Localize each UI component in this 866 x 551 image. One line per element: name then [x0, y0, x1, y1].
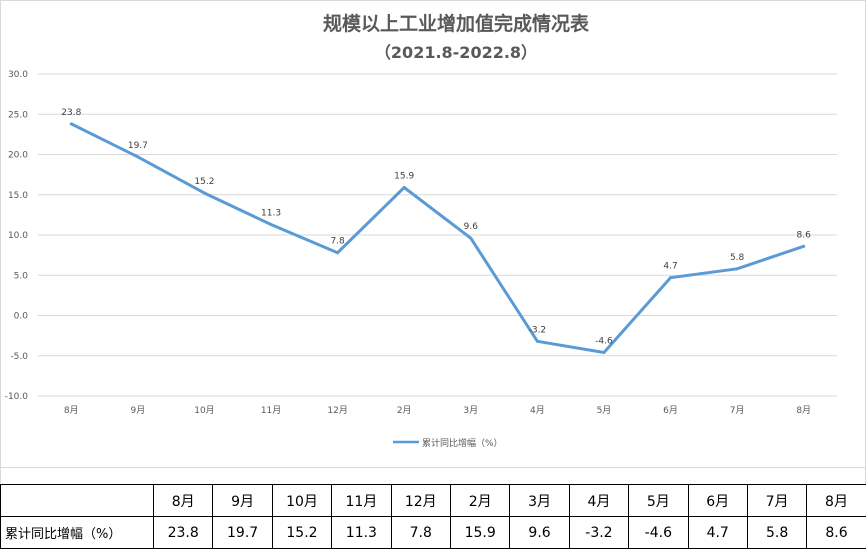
- data-point: [269, 223, 273, 227]
- x-tick-label: 4月: [530, 405, 545, 416]
- x-tick-label: 3月: [463, 405, 478, 416]
- table-cell: 8.6: [806, 516, 866, 549]
- chart-area: 规模以上工业增加值完成情况表 （2021.8-2022.8） 30.0 25.0 2…: [0, 0, 866, 468]
- data-point: [469, 236, 473, 240]
- data-label: 15.2: [194, 177, 214, 187]
- x-tick-label: 6月: [663, 405, 678, 416]
- data-label: 11.3: [261, 209, 281, 219]
- x-tick-label: 10月: [194, 405, 214, 416]
- legend-label: 累计同比增幅（%）: [422, 437, 503, 449]
- data-point: [136, 155, 140, 159]
- x-tick-label: 8月: [796, 405, 811, 416]
- x-tick-label: 11月: [261, 405, 281, 416]
- y-tick-label: -5.0: [10, 352, 28, 362]
- data-label: 19.7: [128, 141, 148, 151]
- table-cell: 11.3: [331, 516, 392, 549]
- table-header-cell: 10月: [271, 484, 333, 517]
- data-point: [336, 251, 340, 255]
- table-cell: 5.8: [746, 516, 808, 549]
- data-label: 9.6: [464, 222, 479, 232]
- table-cell: 15.2: [271, 516, 333, 549]
- table-row-header: 累计同比增幅（%）: [0, 516, 154, 549]
- table-header-cell: 11月: [331, 484, 392, 517]
- table-header-cell: 6月: [687, 484, 748, 517]
- y-tick-label: 5.0: [14, 271, 29, 281]
- table-header-cell: 5月: [628, 484, 689, 517]
- data-label: 5.8: [730, 253, 745, 263]
- y-tick-label: 30.0: [8, 70, 28, 80]
- table-header-cell: 8月: [152, 484, 214, 517]
- x-axis-ticks: 8月 9月 10月 11月 12月 2月 3月 4月 5月 6月 7月 8月: [64, 405, 811, 416]
- table-cell: 4.7: [687, 516, 748, 549]
- table-row: 累计同比增幅（%） 23.8 19.7 15.2 11.3 7.8 15.9 9.6 -3.2…: [0, 516, 866, 549]
- chart-title: 规模以上工业增加值完成情况表: [323, 12, 590, 35]
- table-header-cell: 7月: [746, 484, 808, 517]
- series-line-layer: [69, 122, 806, 355]
- table-cell: 23.8: [152, 516, 214, 549]
- x-tick-label: 9月: [131, 405, 146, 416]
- y-tick-label: -10.0: [5, 392, 29, 402]
- data-point: [402, 186, 406, 190]
- x-tick-label: 2月: [397, 405, 412, 416]
- data-point: [802, 244, 806, 248]
- x-tick-label: 5月: [597, 405, 612, 416]
- series-line: [70, 122, 805, 354]
- table-corner-cell: [0, 484, 154, 517]
- gridlines: [38, 73, 837, 397]
- x-tick-label: 12月: [327, 405, 347, 416]
- table-header-row: 8月 9月 10月 11月 12月 2月 3月 4月 5月 6月 7月 8月: [0, 484, 866, 517]
- y-tick-label: 25.0: [8, 110, 28, 120]
- chart-subtitle: （2021.8-2022.8）: [375, 43, 537, 62]
- x-tick-label: 8月: [64, 405, 79, 416]
- data-label: 4.7: [663, 262, 677, 272]
- data-point: [69, 122, 73, 126]
- data-labels: 23.8 19.7 15.2 11.3 7.8 15.9 9.6 -3.2 -4.6 4.7 5.8…: [61, 108, 811, 347]
- table-cell: -3.2: [568, 516, 630, 549]
- table-cell: -4.6: [628, 516, 689, 549]
- table-header-cell: 12月: [390, 484, 451, 517]
- y-tick-label: 10.0: [8, 231, 28, 241]
- y-tick-label: 0.0: [14, 312, 29, 322]
- table-header-cell: 9月: [212, 484, 273, 517]
- data-label: -3.2: [529, 325, 547, 335]
- data-point: [735, 267, 739, 271]
- data-label: 15.9: [394, 172, 414, 182]
- data-label: -4.6: [595, 337, 613, 347]
- data-point: [202, 191, 206, 195]
- table-cell: 9.6: [509, 516, 570, 549]
- table-header-cell: 2月: [449, 484, 511, 517]
- data-point: [602, 351, 606, 355]
- legend: 累计同比增幅（%）: [393, 437, 503, 449]
- table-cell: 7.8: [390, 516, 451, 549]
- data-point: [669, 276, 673, 280]
- table-header-cell: 4月: [568, 484, 630, 517]
- data-point: [535, 339, 539, 343]
- y-axis-ticks: 30.0 25.0 20.0 15.0 10.0 5.0 0.0 -5.0 -10.0: [5, 70, 29, 402]
- table-header-cell: 3月: [509, 484, 570, 517]
- table-header-cell: 8月: [806, 484, 866, 517]
- data-label: 8.6: [797, 230, 812, 240]
- x-tick-label: 7月: [730, 405, 745, 416]
- data-label: 7.8: [330, 237, 345, 247]
- data-label: 23.8: [61, 108, 81, 118]
- sheet-gap: [0, 468, 866, 484]
- table-cell: 19.7: [212, 516, 273, 549]
- y-tick-label: 15.0: [8, 191, 28, 201]
- line-chart: 规模以上工业增加值完成情况表 （2021.8-2022.8） 30.0 25.0 2…: [5, 12, 837, 449]
- data-table: 8月 9月 10月 11月 12月 2月 3月 4月 5月 6月 7月 8月 累计同比增幅（%） 23…: [0, 484, 866, 549]
- table-cell: 15.9: [449, 516, 511, 549]
- y-tick-label: 20.0: [8, 151, 28, 161]
